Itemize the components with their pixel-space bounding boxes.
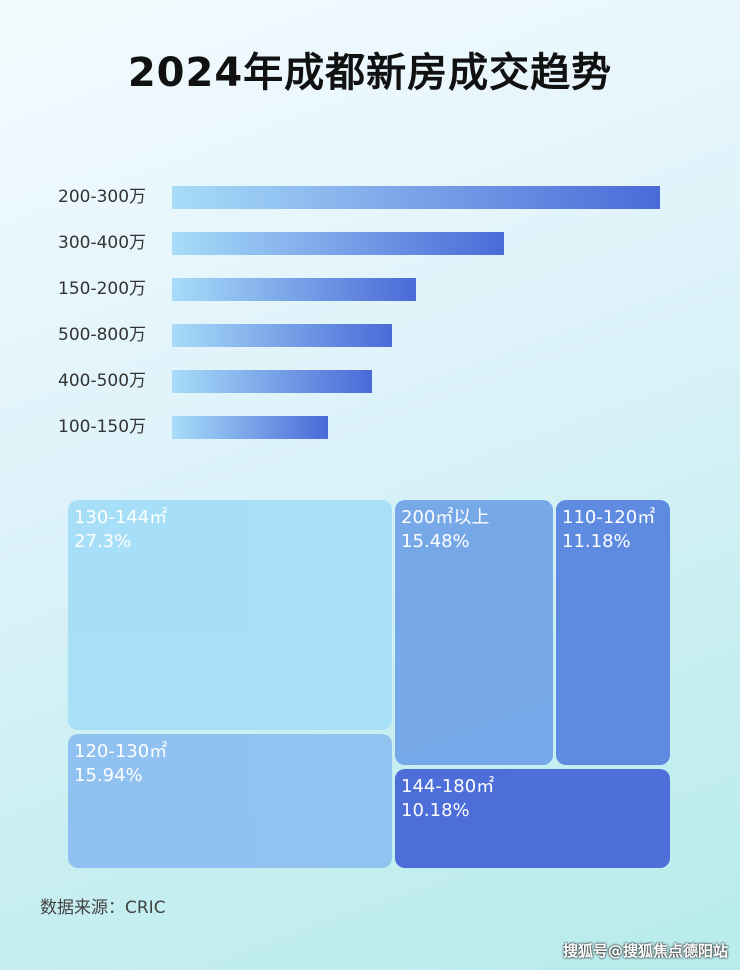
treemap-tile: 200㎡以上 15.48% xyxy=(395,500,553,765)
tile-value: 11.18% xyxy=(562,531,631,552)
treemap-tile: 130-144㎡ 27.3% xyxy=(68,500,392,730)
tile-label: 110-120㎡ xyxy=(562,507,656,528)
treemap-tile: 110-120㎡ 11.18% xyxy=(556,500,670,765)
tile-value: 15.48% xyxy=(401,531,470,552)
treemap-tile: 120-130㎡ 15.94% xyxy=(68,734,392,868)
watermark: 搜狐号@搜狐焦点德阳站 xyxy=(562,942,728,960)
tile-value: 27.3% xyxy=(74,531,132,552)
chart-title: 2024年成都新房成交趋势 xyxy=(127,50,613,96)
tile-label: 120-130㎡ xyxy=(74,741,168,762)
bar-label: 150-200万 xyxy=(58,279,147,299)
bar xyxy=(172,324,392,347)
tile-label: 130-144㎡ xyxy=(74,507,168,528)
bar xyxy=(172,416,329,439)
bar-label: 100-150万 xyxy=(58,417,147,437)
bar xyxy=(172,370,373,393)
bar-label: 500-800万 xyxy=(58,325,147,345)
bar xyxy=(172,232,504,255)
tile-label: 144-180㎡ xyxy=(401,776,495,797)
tile-value: 10.18% xyxy=(401,800,470,821)
source-note: 数据来源：CRIC xyxy=(40,898,166,918)
bar-label: 400-500万 xyxy=(58,371,147,391)
treemap-tile: 144-180㎡ 10.18% xyxy=(395,769,670,868)
bar-label: 300-400万 xyxy=(58,233,147,253)
bar xyxy=(172,278,416,301)
tile-value: 15.94% xyxy=(74,765,143,786)
bar-label: 200-300万 xyxy=(58,187,147,207)
tile-label: 200㎡以上 xyxy=(401,507,490,528)
bar xyxy=(172,186,660,209)
